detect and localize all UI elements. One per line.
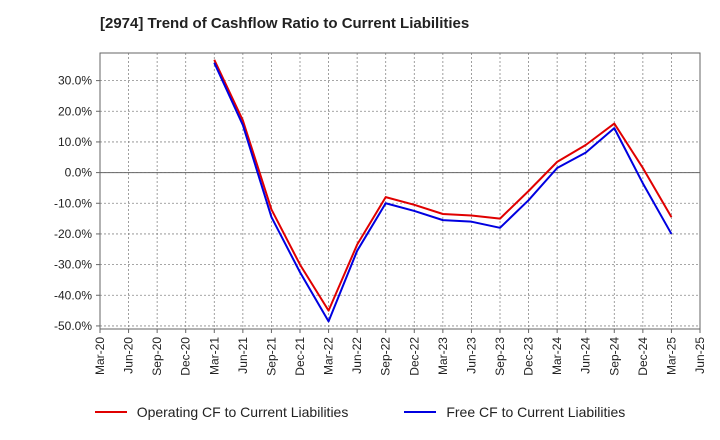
x-tick-label: Jun-24: [579, 337, 593, 374]
x-tick-label: Dec-23: [522, 337, 536, 376]
x-tick-label: Jun-22: [350, 337, 364, 374]
x-tick-label: Mar-23: [436, 337, 450, 375]
x-tick-label: Jun-23: [464, 337, 478, 374]
x-tick-label: Sep-21: [264, 337, 278, 376]
x-tick-label: Jun-21: [236, 337, 250, 374]
y-tick-label: -30.0%: [54, 258, 92, 272]
label-layer: 30.0% 20.0% 10.0% 0.0% -10.0% -20.0% -30.0% -40…: [54, 74, 707, 376]
y-tick-label: -40.0%: [54, 288, 92, 302]
legend-swatch-free-cf: [404, 411, 437, 413]
x-tick-label: Mar-20: [93, 337, 107, 375]
x-tick-label: Jun-25: [693, 337, 707, 374]
chart-title: [2974] Trend of Cashflow Ratio to Curren…: [100, 15, 470, 32]
x-tick-label: Sep-23: [493, 337, 507, 376]
y-tick-label: -20.0%: [54, 227, 92, 241]
x-tick-label: Dec-22: [407, 337, 421, 376]
grid-layer: [100, 53, 700, 329]
x-tick-label: Dec-21: [293, 337, 307, 376]
plot-border: [99, 52, 701, 330]
legend: Operating CF to Current Liabilities Free…: [0, 404, 720, 420]
legend-swatch-operating-cf: [94, 411, 127, 413]
y-tick-label: 30.0%: [58, 74, 92, 88]
y-tick-label: 10.0%: [58, 135, 92, 149]
x-tick-label: Sep-24: [607, 337, 621, 376]
series-layer: [213, 59, 673, 323]
y-tick-label: -10.0%: [54, 196, 92, 210]
y-tick-label: 0.0%: [65, 166, 93, 180]
legend-label-operating-cf: Operating CF to Current Liabilities: [136, 404, 349, 420]
x-tick-label: Mar-24: [550, 337, 564, 375]
y-tick-label: 20.0%: [58, 104, 92, 118]
x-tick-label: Dec-20: [179, 337, 193, 376]
x-tick-label: Sep-22: [379, 337, 393, 376]
x-tick-label: Mar-25: [664, 337, 678, 375]
legend-label-free-cf: Free CF to Current Liabilities: [446, 404, 626, 420]
x-tick-label: Dec-24: [636, 337, 650, 376]
legend-item-operating-cf: Operating CF to Current Liabilities: [94, 404, 349, 420]
y-tick-label: -50.0%: [54, 319, 92, 333]
axis-layer: [96, 52, 701, 333]
legend-item-free-cf: Free CF to Current Liabilities: [404, 404, 625, 420]
x-tick-label: Mar-21: [207, 337, 221, 375]
x-tick-label: Sep-20: [150, 337, 164, 376]
x-tick-label: Mar-22: [322, 337, 336, 375]
x-tick-label: Jun-20: [122, 337, 136, 374]
